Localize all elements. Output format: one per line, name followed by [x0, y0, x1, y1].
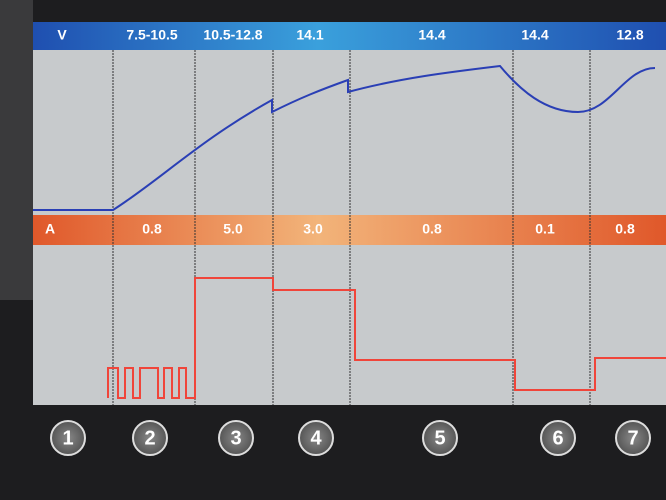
current-stage: 0.1 — [535, 221, 555, 237]
labels: 7.5-10.5 10.5-12.8 14.1 14.4 14.4 12.8 0.8 5.0 3… — [50, 27, 651, 456]
step-number: 7 — [627, 427, 638, 449]
step-circle — [50, 420, 86, 456]
voltage-label: V — [57, 27, 67, 43]
step-circle — [218, 420, 254, 456]
current-stage: 5.0 — [223, 221, 243, 237]
voltage-stage: 12.8 — [616, 27, 643, 43]
current-stage: 3.0 — [303, 221, 323, 237]
current-curve — [107, 277, 666, 399]
step-number: 5 — [434, 427, 445, 449]
current-stage: 0.8 — [142, 221, 162, 237]
voltage-stage: 7.5-10.5 — [126, 27, 178, 43]
voltage-bar — [33, 22, 666, 50]
step-circle — [422, 420, 458, 456]
left-edge — [0, 0, 33, 300]
step-number: 2 — [144, 427, 155, 449]
voltage-stage: 14.4 — [418, 27, 445, 43]
current-stage: 0.8 — [422, 221, 442, 237]
step-circle — [298, 420, 334, 456]
voltage-curve — [33, 64, 656, 211]
step-circle — [615, 420, 651, 456]
current-stage: 0.8 — [615, 221, 635, 237]
step-number: 6 — [552, 427, 563, 449]
step-circle — [540, 420, 576, 456]
step-number: 4 — [310, 427, 322, 449]
step-number: 1 — [62, 427, 73, 449]
step-circle — [132, 420, 168, 456]
voltage-stage: 14.4 — [521, 27, 548, 43]
current-label: A — [45, 221, 55, 237]
voltage-stage: 10.5-12.8 — [203, 27, 262, 43]
voltage-stage: 14.1 — [296, 27, 323, 43]
step-number: 3 — [230, 427, 241, 449]
